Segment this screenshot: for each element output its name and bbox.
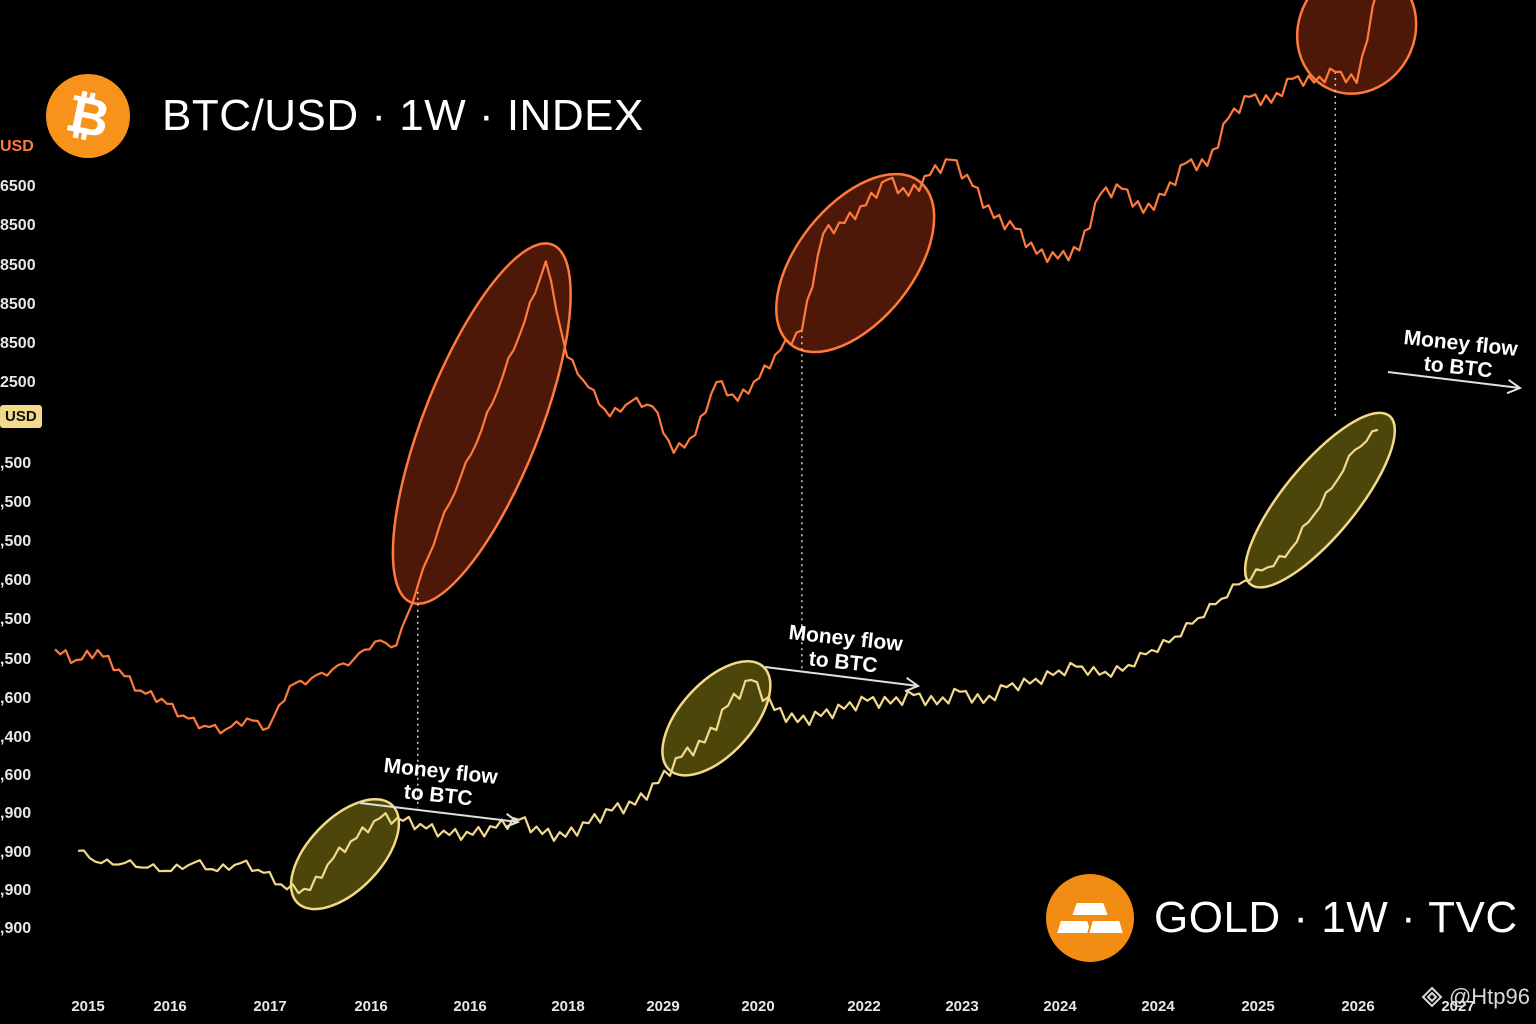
x-tick-label: 2015	[71, 998, 105, 1015]
y-tick-label: 8500	[0, 296, 36, 313]
money-flow-arrow	[359, 802, 519, 823]
y-tick-label: 8500	[0, 257, 36, 274]
x-tick-label: 2016	[453, 998, 487, 1015]
btc-title: BTC/USD · 1W · INDEX	[162, 91, 644, 140]
money-flow-arrow	[1387, 371, 1521, 389]
y-tick-label: ,400	[0, 729, 32, 746]
bitcoin-icon: ₿	[46, 74, 130, 158]
y-tick-label: ,900	[0, 920, 32, 937]
x-tick-label: 2024	[1043, 998, 1077, 1015]
y-tick-label: ,600	[0, 767, 32, 784]
btc-highlight-ellipse	[1295, 0, 1418, 95]
gold-header: GOLD · 1W · TVC	[1046, 874, 1518, 962]
y-tick-label: 8500	[0, 335, 36, 352]
highlight-ellipses	[289, 0, 1418, 911]
btc-highlight-ellipse	[775, 172, 936, 354]
x-tick-label: 2022	[847, 998, 881, 1015]
gold-series-line	[77, 428, 1379, 895]
y-tick-label: ,900	[0, 844, 32, 861]
gold-axis-unit: USD	[0, 405, 42, 428]
x-tick-label: 2026	[1341, 998, 1375, 1015]
gold-highlight-ellipse	[289, 797, 401, 911]
x-tick-label: 2029	[646, 998, 680, 1015]
money-flow-arrow	[764, 666, 919, 687]
arrow-head	[904, 677, 921, 693]
x-tick-label: 2017	[253, 998, 287, 1015]
x-tick-label: 2018	[551, 998, 585, 1015]
y-tick-label: ,500	[0, 651, 32, 668]
btc-highlight-ellipse	[391, 242, 572, 606]
gold-highlight-ellipse	[1243, 411, 1397, 589]
y-tick-label: ,500	[0, 455, 32, 472]
y-tick-label: ,600	[0, 572, 32, 589]
svg-text:₿: ₿	[61, 84, 115, 150]
watermark: @Htp96	[1421, 984, 1530, 1010]
y-tick-label: ,500	[0, 494, 32, 511]
y-tick-label: 6500	[0, 178, 36, 195]
y-tick-label: 2500	[0, 374, 36, 391]
x-tick-label: 2023	[945, 998, 979, 1015]
watermark-text: @Htp96	[1448, 984, 1530, 1009]
btc-series-line	[54, 0, 1376, 735]
y-tick-label: ,500	[0, 533, 32, 550]
y-tick-label: 8500	[0, 217, 36, 234]
gold-bars-icon	[1046, 874, 1134, 962]
connector-lines	[417, 71, 1337, 809]
y-tick-label: ,500	[0, 611, 32, 628]
series-lines	[54, 0, 1379, 895]
arrow-head	[504, 813, 521, 829]
x-tick-label: 2027	[1441, 998, 1475, 1015]
x-tick-label: 2020	[741, 998, 775, 1015]
y-tick-label: ,900	[0, 882, 32, 899]
btc-axis-unit: USD	[0, 138, 34, 155]
y-tick-label: ,900	[0, 805, 32, 822]
arrow-head	[1506, 379, 1523, 395]
gold-title: GOLD · 1W · TVC	[1154, 893, 1518, 942]
y-tick-label: ,600	[0, 690, 32, 707]
x-tick-label: 2016	[354, 998, 388, 1015]
x-tick-label: 2024	[1141, 998, 1175, 1015]
binance-icon	[1421, 986, 1443, 1008]
x-tick-label: 2025	[1241, 998, 1275, 1015]
btc-header: ₿ BTC/USD · 1W · INDEX	[46, 74, 644, 158]
x-tick-label: 2016	[153, 998, 187, 1015]
